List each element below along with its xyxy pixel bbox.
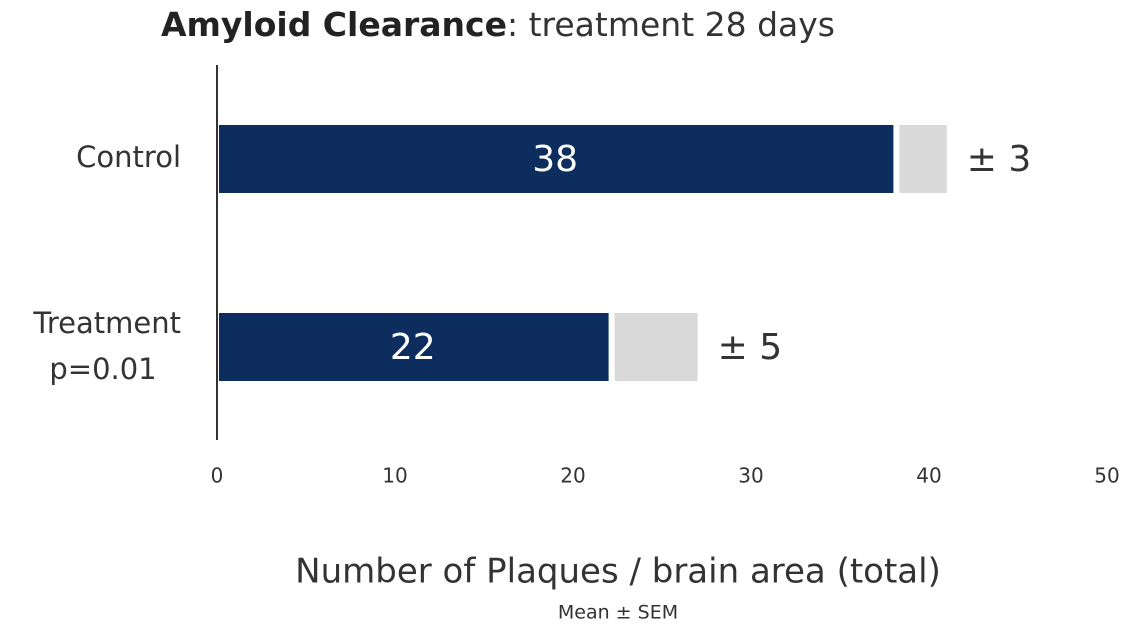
x-tick-label: 50 (1094, 464, 1119, 488)
value-label: 22 (390, 327, 436, 368)
x-axis-note: Mean ± SEM (558, 602, 678, 624)
bar (219, 125, 894, 193)
error-bar (614, 313, 698, 381)
x-tick-label: 20 (560, 464, 585, 488)
x-tick-label: 10 (382, 464, 407, 488)
chart-title: Amyloid Clearance: treatment 28 days (161, 5, 835, 44)
x-tick-label: 0 (211, 464, 224, 488)
category-annotation: p=0.01 (49, 352, 156, 386)
error-label: ± 3 (967, 139, 1032, 180)
bar (219, 313, 609, 381)
x-axis-label: Number of Plaques / brain area (total) (295, 552, 941, 592)
x-tick-label: 30 (738, 464, 763, 488)
x-tick-label: 40 (916, 464, 941, 488)
title-suffix: : treatment 28 days (507, 5, 835, 44)
y-tick-label: Control (76, 140, 181, 174)
error-bar (899, 125, 947, 193)
error-label: ± 5 (718, 327, 783, 368)
value-label: 38 (532, 139, 578, 180)
y-tick-label: Treatment (32, 306, 181, 340)
title-main: Amyloid Clearance (161, 5, 507, 44)
